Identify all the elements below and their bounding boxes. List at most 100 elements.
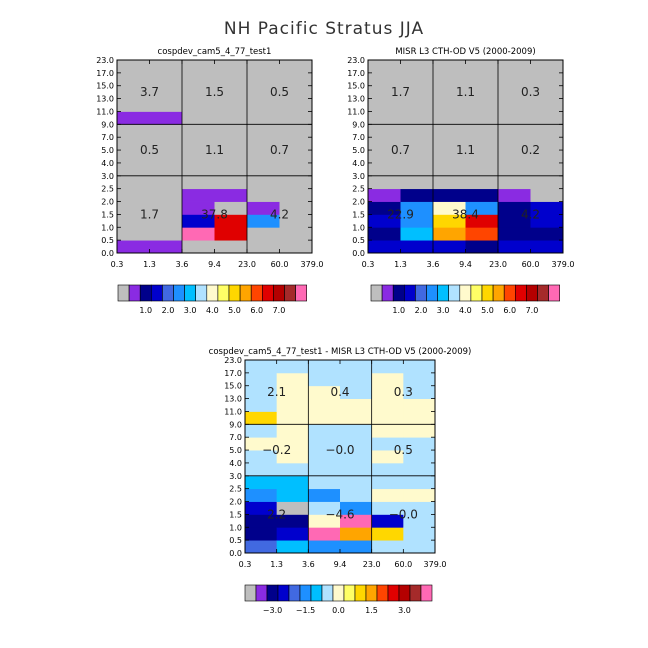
x-tick-label: 0.3 (239, 560, 252, 569)
heatmap-cell (371, 398, 404, 412)
panel-3: cospdev_cam5_4_77_test1 - MISR L3 CTH-OD… (209, 347, 472, 615)
heatmap-cell (530, 111, 564, 125)
heatmap-cell (182, 175, 215, 190)
y-tick-label: 1.5 (101, 210, 114, 219)
heatmap-cell (530, 175, 564, 190)
x-tick-label: 60.0 (394, 560, 412, 569)
colorbar-swatch (184, 284, 197, 302)
heatmap-cell (279, 162, 313, 177)
heatmap-cell (433, 98, 466, 112)
heatmap-cell (403, 398, 436, 412)
heatmap-cell (276, 488, 309, 502)
heatmap-cell (245, 385, 278, 399)
heatmap-cell (276, 360, 309, 374)
heatmap-cell (117, 137, 150, 151)
heatmap-cell (433, 175, 466, 190)
region-value-label: 1.7 (140, 207, 159, 221)
heatmap-cell (433, 240, 466, 254)
x-tick-label: 1.3 (270, 560, 283, 569)
region-value-label: 38.4 (452, 207, 479, 221)
heatmap-cell (498, 137, 531, 151)
heatmap-cell (214, 240, 248, 254)
heatmap-cell (400, 60, 434, 74)
y-tick-label: 11.0 (224, 407, 242, 416)
heatmap-cell (247, 85, 280, 99)
heatmap-cell (245, 514, 278, 528)
heatmap-cell (149, 137, 183, 151)
heatmap-cell (340, 398, 373, 412)
colorbar-swatch (217, 284, 230, 302)
heatmap-cell (247, 201, 280, 215)
region-value-label: 0.5 (270, 85, 289, 99)
heatmap-cell (400, 188, 434, 202)
heatmap-cell (403, 385, 436, 399)
heatmap-cell (465, 162, 499, 177)
heatmap-cell (214, 111, 248, 125)
y-tick-label: 13.0 (224, 395, 242, 404)
colorbar-swatch (151, 284, 163, 302)
heatmap-cell (245, 372, 278, 387)
region-value-label: 0.3 (521, 85, 540, 99)
heatmap-cell (308, 411, 341, 425)
heatmap-cell (465, 85, 499, 99)
heatmap-cell (498, 150, 531, 164)
colorbar-label: 5.0 (228, 306, 241, 315)
heatmap-cell (276, 514, 309, 528)
heatmap-cell (247, 137, 280, 151)
heatmap-cell (279, 85, 313, 99)
heatmap-cell (149, 227, 183, 241)
y-tick-label: 2.5 (352, 185, 365, 194)
colorbar-swatch (354, 584, 367, 602)
heatmap-cell (279, 72, 313, 87)
colorbar-swatch (273, 284, 285, 302)
colorbar-swatch (117, 284, 130, 302)
heatmap-cell (245, 450, 278, 464)
colorbar-swatch (310, 584, 323, 602)
heatmap-cell (149, 175, 183, 190)
heatmap-cell (117, 188, 150, 202)
region-value-label: 0.4 (330, 385, 349, 399)
y-tick-label: 15.0 (96, 82, 114, 91)
heatmap-cell (279, 227, 313, 241)
heatmap-cell (182, 162, 215, 177)
colorbar-swatch (448, 284, 461, 302)
panel-1: cospdev_cam5_4_77_test1 0.3 1.3 3.6 9.4 23.0 6… (96, 47, 323, 315)
y-tick-label: 5.0 (229, 446, 242, 455)
heatmap-cell (400, 137, 434, 151)
colorbar-swatch (459, 284, 472, 302)
heatmap-cell (340, 372, 373, 387)
heatmap-cell (247, 150, 280, 164)
heatmap-cell (308, 540, 341, 554)
heatmap-cell (371, 462, 404, 477)
y-tick-label: 23.0 (224, 356, 242, 365)
y-tick-label: 2.0 (352, 198, 365, 207)
heatmap-cell (530, 60, 564, 74)
colorbar-label: 6.0 (503, 306, 516, 315)
colorbar-swatch (239, 284, 252, 302)
heatmap-cell (245, 527, 278, 541)
heatmap-cell (308, 462, 341, 477)
heatmap-cell (340, 462, 373, 477)
heatmap-cell (182, 72, 215, 87)
heatmap-cell (498, 85, 531, 99)
heatmap-cell (276, 450, 309, 464)
y-tick-label: 11.0 (347, 107, 365, 116)
heatmap-cell (308, 424, 341, 438)
heatmap-cell (276, 372, 309, 387)
heatmap-cell (308, 385, 341, 399)
heatmap-cell (433, 162, 466, 177)
y-tick-label: 0.5 (101, 236, 114, 245)
heatmap-cell (433, 137, 466, 151)
heatmap-cell (465, 240, 499, 254)
heatmap-cell (371, 527, 404, 541)
heatmap-cell (117, 214, 150, 228)
colorbar-label: 5.0 (481, 306, 494, 315)
heatmap-cell (368, 240, 401, 254)
heatmap-cell (279, 98, 313, 112)
heatmap-cell (149, 72, 183, 87)
heatmap-cell (400, 162, 434, 177)
heatmap-cell (340, 488, 373, 502)
heatmap-cell (498, 162, 531, 177)
region-value-label: −0.2 (262, 443, 291, 457)
heatmap-cell (530, 227, 564, 241)
